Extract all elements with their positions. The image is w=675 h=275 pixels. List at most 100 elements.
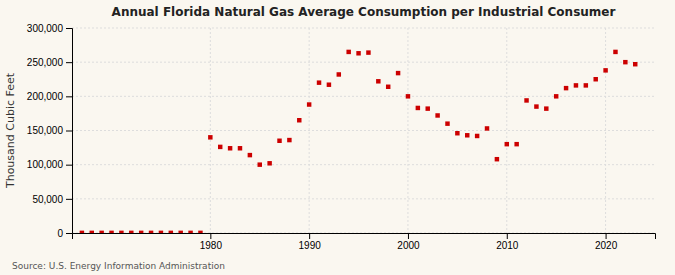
point	[514, 142, 518, 146]
title: Annual Florida Natural Gas Average Consu…	[112, 5, 616, 19]
point	[613, 50, 617, 54]
tick: 1980	[200, 233, 223, 251]
plot: 1980 1990 2000 2010 2020 0 50,000 100,000 150,00…	[27, 23, 656, 251]
point	[475, 134, 479, 138]
chart: 1980 1990 2000 2010 2020 0 50,000 100,000 150,00…	[0, 0, 675, 275]
x-axis: 1980 1990 2000 2010 2020	[73, 233, 656, 251]
point	[564, 86, 568, 90]
point	[317, 80, 321, 84]
point	[287, 138, 291, 142]
tick-label: 50,000	[32, 194, 63, 205]
tick: 2000	[397, 233, 420, 251]
point	[554, 94, 558, 98]
point	[386, 85, 390, 89]
tick-mark	[210, 233, 211, 239]
point	[267, 161, 271, 165]
point	[465, 133, 469, 137]
tick-label: 250,000	[27, 57, 64, 68]
grid-line	[72, 198, 655, 199]
point	[119, 231, 123, 233]
point	[425, 106, 429, 110]
point	[346, 50, 350, 54]
tick-mark	[66, 96, 72, 97]
tick-mark	[66, 131, 72, 132]
point	[485, 126, 489, 130]
axis-line	[66, 29, 73, 234]
tick-label: 2000	[397, 240, 420, 251]
tick: 250,000	[27, 57, 72, 68]
point	[129, 231, 133, 233]
grid-line	[72, 62, 655, 63]
y-axis-title: Thousand Cubic Feet	[4, 72, 17, 189]
point	[623, 60, 627, 64]
tick: 50,000	[32, 194, 72, 205]
tick: 2020	[595, 233, 618, 251]
tick-mark	[606, 233, 607, 239]
point	[178, 231, 182, 233]
tick-mark	[309, 233, 310, 239]
tick-label: 1990	[299, 240, 322, 251]
point	[366, 50, 370, 54]
point	[80, 231, 84, 233]
point	[337, 72, 341, 76]
point	[208, 135, 212, 139]
tick-mark	[507, 233, 508, 239]
point	[445, 121, 449, 125]
grid	[72, 28, 655, 233]
tick-mark	[66, 28, 72, 29]
grid-line	[72, 130, 655, 131]
tick: 100,000	[27, 159, 72, 170]
point	[149, 231, 153, 233]
grid-line	[72, 96, 655, 97]
tick-label: 1980	[200, 240, 223, 251]
tick-mark	[66, 62, 72, 63]
tick-mark	[66, 233, 72, 234]
point	[603, 68, 607, 72]
point	[139, 231, 143, 233]
grid-line	[72, 164, 655, 165]
point	[534, 104, 538, 108]
grid-line	[72, 28, 655, 29]
point	[524, 98, 528, 102]
tick-mark	[66, 165, 72, 166]
point	[159, 231, 163, 233]
tick-label: 2010	[496, 240, 519, 251]
axis-line	[73, 234, 656, 240]
point	[376, 79, 380, 83]
point	[169, 231, 173, 233]
point	[505, 142, 509, 146]
point	[455, 131, 459, 135]
point	[198, 231, 202, 233]
point	[99, 231, 103, 233]
point	[356, 51, 360, 55]
point	[248, 153, 252, 157]
tick-label: 2020	[595, 240, 618, 251]
point	[297, 118, 301, 122]
point	[109, 231, 113, 233]
tick-label: 300,000	[27, 23, 64, 34]
tick-label: 100,000	[27, 159, 64, 170]
point	[416, 106, 420, 110]
tick-mark	[66, 199, 72, 200]
tick: 0	[57, 228, 72, 239]
point	[574, 83, 578, 87]
point	[584, 83, 588, 87]
point	[327, 82, 331, 86]
point	[228, 146, 232, 150]
tick-label: 150,000	[27, 125, 64, 136]
point	[495, 157, 499, 161]
tick: 300,000	[27, 23, 72, 34]
source: Source: U.S. Energy Information Administ…	[12, 261, 225, 271]
point	[188, 231, 192, 233]
grid-line	[506, 28, 507, 233]
tick-label: 0	[57, 228, 63, 239]
point	[396, 71, 400, 75]
point	[406, 94, 410, 98]
point	[90, 231, 94, 233]
tick-label: 200,000	[27, 91, 64, 102]
point	[633, 62, 637, 66]
tick-mark	[408, 233, 409, 239]
points	[80, 50, 638, 233]
point	[218, 145, 222, 149]
point	[238, 146, 242, 150]
